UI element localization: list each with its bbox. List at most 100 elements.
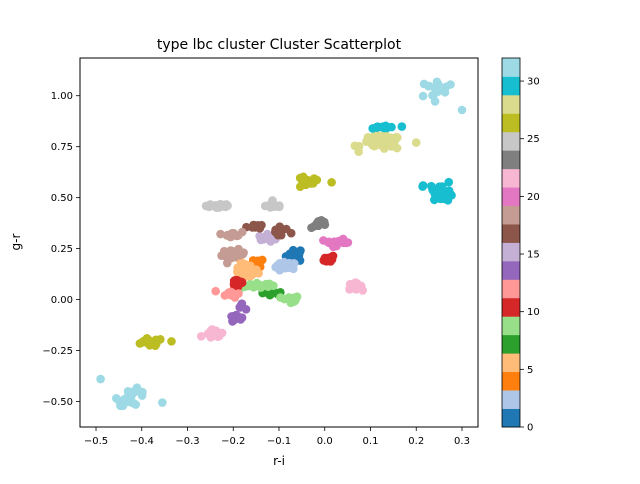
data-point	[418, 91, 428, 101]
data-point	[329, 242, 338, 252]
data-point	[229, 228, 238, 238]
colorbar-segment	[502, 187, 520, 206]
data-point	[268, 196, 277, 205]
data-point	[272, 263, 282, 272]
data-point	[123, 386, 133, 396]
data-point	[231, 251, 240, 260]
y-tick-label: −0.25	[42, 346, 73, 357]
x-tick-label: 0.3	[454, 436, 470, 447]
colorbar-tick-label: 30	[527, 77, 540, 88]
colorbar-segment	[502, 168, 520, 188]
data-point	[280, 263, 290, 273]
data-point	[427, 181, 436, 191]
data-point	[96, 374, 105, 384]
data-point	[118, 401, 128, 411]
data-point	[430, 97, 440, 106]
x-tick-label: 0.2	[408, 436, 424, 447]
data-point	[152, 339, 161, 348]
y-tick-label: 0.00	[51, 295, 73, 306]
data-point	[299, 179, 309, 188]
data-point	[257, 255, 267, 265]
y-tick-label: 1.00	[51, 91, 73, 102]
cluster-22	[345, 278, 368, 295]
cluster-31	[418, 77, 451, 106]
data-point	[368, 140, 378, 150]
cluster-14	[227, 310, 247, 326]
data-point	[214, 203, 224, 212]
cluster-1	[271, 257, 299, 275]
data-point	[445, 188, 455, 198]
data-point	[234, 244, 243, 254]
data-point	[319, 236, 328, 245]
y-tick-label: −0.50	[42, 397, 73, 408]
data-point	[276, 230, 286, 240]
data-point	[167, 337, 176, 346]
colorbar-segment	[502, 408, 520, 428]
cluster-17	[242, 220, 266, 233]
data-point	[338, 234, 348, 244]
data-point	[385, 133, 395, 142]
data-point	[232, 267, 242, 277]
cluster-10	[276, 292, 302, 308]
data-point	[284, 293, 294, 302]
data-point	[227, 312, 236, 321]
colorbar-segment	[502, 279, 520, 299]
colorbar-segment	[502, 390, 520, 409]
cluster-27	[295, 172, 322, 191]
data-point	[354, 147, 364, 157]
cluster-19	[216, 227, 247, 242]
data-point	[375, 140, 384, 149]
data-point	[320, 217, 329, 227]
colorbar-tick-label: 15	[527, 250, 540, 261]
data-point	[216, 229, 225, 239]
data-point	[387, 122, 396, 132]
x-tick-label: 0.0	[317, 436, 333, 447]
x-axis-label: r-i	[273, 454, 285, 468]
x-axis-ticks: −0.5 −0.4 −0.3 −0.2 −0.1 0.0 0.1 0.2 0.3	[84, 427, 470, 447]
colorbar: 0 5 10 15 20 25 30	[501, 57, 540, 434]
x-tick-label: −0.1	[267, 436, 291, 447]
x-tick-label: −0.2	[221, 436, 245, 447]
data-point	[270, 287, 279, 297]
cluster-25	[260, 196, 284, 212]
colorbar-segment	[502, 242, 520, 262]
x-tick-label: −0.5	[84, 436, 108, 447]
data-point	[212, 328, 222, 338]
cluster-24	[307, 216, 330, 233]
data-point	[373, 123, 382, 132]
data-point	[443, 196, 453, 205]
data-point	[219, 246, 229, 256]
data-point	[345, 284, 354, 294]
data-point	[239, 264, 249, 273]
colorbar-segment	[502, 150, 520, 170]
data-point	[286, 228, 296, 238]
data-point	[429, 90, 438, 100]
y-tick-label: 0.50	[51, 193, 73, 204]
data-point	[254, 269, 263, 278]
data-point	[418, 181, 428, 190]
data-point	[131, 400, 141, 409]
data-point	[380, 123, 389, 133]
colorbar-segment	[502, 205, 520, 225]
data-point	[137, 338, 147, 347]
data-point	[137, 391, 147, 400]
y-axis-ticks: −0.50 −0.25 0.00 0.25 0.50 0.75 1.00	[42, 91, 80, 408]
cluster-28	[350, 129, 402, 157]
data-point	[158, 398, 167, 407]
data-point	[261, 280, 270, 290]
data-point	[235, 303, 245, 312]
data-point	[444, 177, 454, 187]
data-point	[274, 202, 283, 212]
y-tick-label: 0.25	[51, 244, 73, 255]
data-point	[327, 178, 336, 187]
data-point	[201, 201, 211, 211]
data-point	[298, 172, 308, 182]
colorbar-segment	[502, 334, 520, 354]
cluster-25	[201, 199, 232, 212]
data-point	[254, 281, 263, 290]
data-point	[289, 259, 299, 268]
x-tick-label: 0.1	[363, 436, 379, 447]
data-point	[196, 331, 206, 341]
